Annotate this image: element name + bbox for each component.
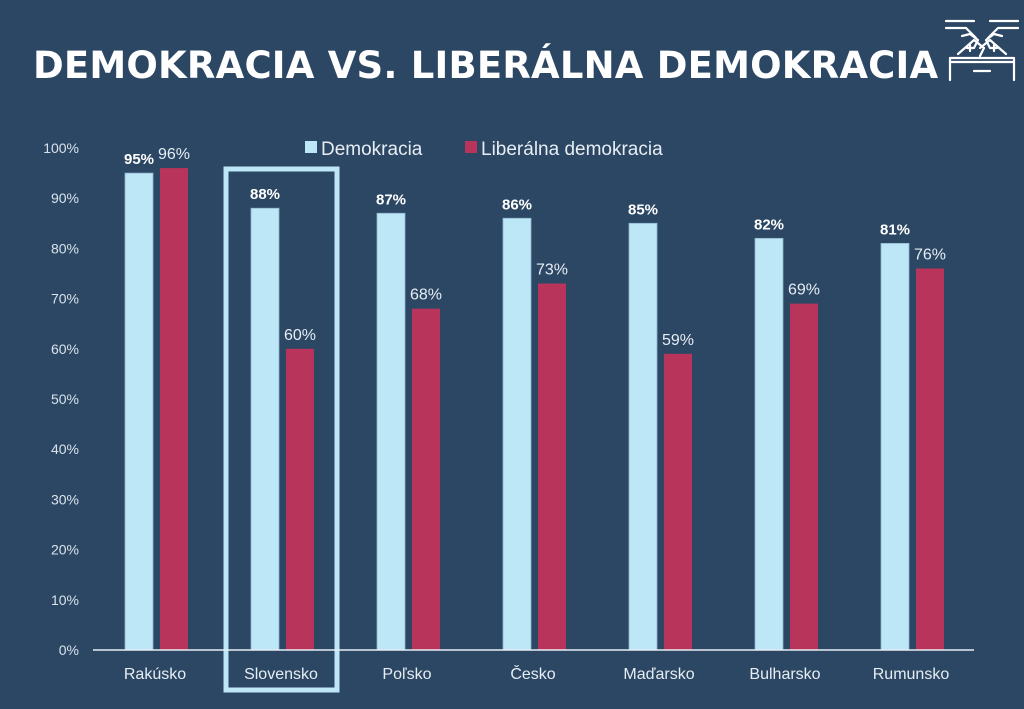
y-tick-label: 10% — [51, 592, 79, 608]
bar-liberalna — [790, 303, 818, 650]
data-label-liberalna: 68% — [410, 287, 442, 304]
x-tick-label: Slovensko — [244, 666, 318, 683]
data-label-demokracia: 85% — [628, 201, 658, 218]
data-label-liberalna: 59% — [662, 332, 694, 349]
data-label-liberalna: 60% — [284, 327, 316, 344]
legend-label-liberalna: Liberálna demokracia — [481, 139, 663, 160]
bar-demokracia — [628, 222, 658, 651]
bar-demokracia — [250, 207, 280, 651]
y-tick-label: 30% — [51, 491, 79, 507]
data-label-demokracia: 95% — [124, 151, 154, 168]
x-tick-label: Poľsko — [382, 666, 431, 683]
ballot-box-icon — [944, 19, 1020, 82]
bar-demokracia — [124, 172, 154, 651]
bar-demokracia — [754, 237, 784, 651]
y-tick-label: 70% — [51, 291, 79, 307]
data-label-liberalna: 69% — [788, 282, 820, 299]
y-tick-label: 100% — [43, 140, 79, 156]
bar-liberalna — [160, 168, 188, 650]
chart-title: DEMOKRACIA VS. LIBERÁLNA DEMOKRACIA — [33, 44, 939, 87]
bar-demokracia — [502, 217, 532, 651]
bar-liberalna — [538, 283, 566, 650]
x-tick-label: Maďarsko — [623, 666, 694, 683]
data-label-liberalna: 76% — [914, 246, 946, 263]
data-label-demokracia: 82% — [754, 216, 784, 233]
x-tick-label: Rakúsko — [124, 666, 186, 683]
legend: Demokracia Liberálna demokracia — [305, 139, 663, 160]
x-tick-label: Česko — [510, 664, 555, 683]
data-label-liberalna: 96% — [158, 146, 190, 163]
data-label-demokracia: 87% — [376, 191, 406, 208]
y-tick-label: 50% — [51, 391, 79, 407]
x-tick-label: Bulharsko — [749, 666, 820, 683]
bar-liberalna — [664, 353, 692, 650]
data-label-demokracia: 81% — [880, 221, 910, 238]
bars — [124, 168, 944, 651]
y-tick-label: 90% — [51, 190, 79, 206]
legend-label-demokracia: Demokracia — [321, 139, 423, 160]
data-label-liberalna: 73% — [536, 262, 568, 279]
y-tick-label: 80% — [51, 240, 79, 256]
highlight-box-slovensko — [223, 166, 340, 693]
bar-liberalna — [412, 308, 440, 650]
bar-liberalna — [916, 268, 944, 650]
data-labels: 95% 96% 88% 60% 87% 68% 86% 73% 85% 59% 82% 69% 81%7… — [124, 146, 946, 349]
legend-swatch-liberalna — [465, 141, 477, 153]
x-axis-categories: Rakúsko Slovensko Poľsko Česko Maďarsko Bulha… — [124, 664, 949, 683]
legend-swatch-demokracia — [305, 141, 317, 153]
bar-demokracia — [376, 212, 406, 651]
y-axis-ticks: 0% 10% 20% 30% 40% 50% 60% 70% 80% 90% 100% — [43, 140, 79, 658]
y-tick-label: 0% — [59, 642, 79, 658]
y-tick-label: 60% — [51, 341, 79, 357]
data-label-demokracia: 88% — [250, 186, 280, 203]
y-tick-label: 40% — [51, 441, 79, 457]
x-tick-label: Rumunsko — [873, 666, 950, 683]
y-tick-label: 20% — [51, 542, 79, 558]
data-label-demokracia: 86% — [502, 196, 532, 213]
bar-demokracia — [880, 242, 910, 651]
bar-liberalna — [286, 348, 314, 650]
